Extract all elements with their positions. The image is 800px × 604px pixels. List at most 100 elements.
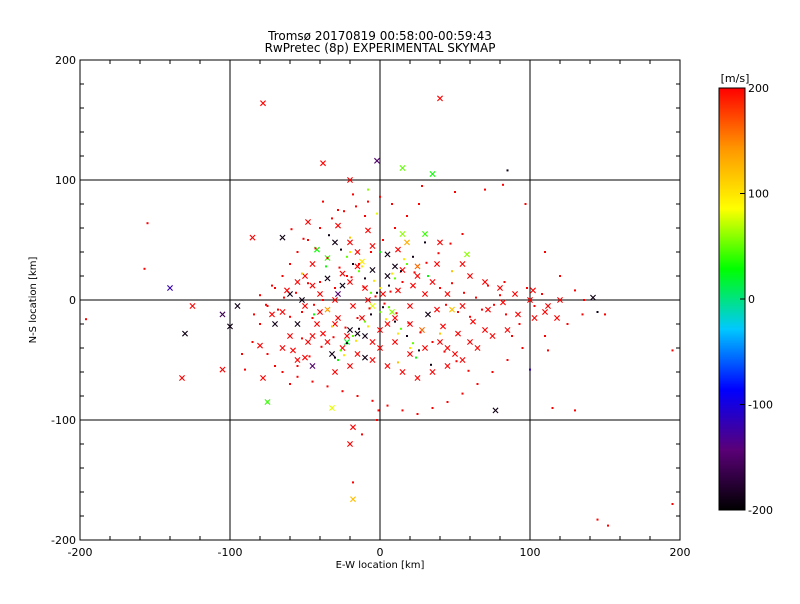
data-point-dot	[431, 341, 434, 343]
y-tick-label: -200	[51, 534, 76, 547]
data-point-dot	[533, 305, 536, 307]
data-point-x	[434, 261, 440, 267]
chart-title: Tromsø 20170819 00:58:00-00:59:43	[267, 29, 492, 43]
data-point-dot	[311, 380, 314, 383]
data-point-dot	[559, 275, 561, 277]
data-point-dot	[551, 407, 554, 409]
data-point-dot	[671, 503, 674, 505]
data-point-dot	[343, 210, 345, 213]
x-tick-label: 100	[520, 546, 541, 559]
data-point-x	[344, 339, 350, 345]
data-point-dot	[319, 227, 321, 229]
colorbar: [m/s] 200 100 0 -100 -200	[718, 72, 773, 517]
data-point-x	[294, 357, 301, 363]
data-point-dot	[367, 200, 369, 203]
data-point-dot	[370, 251, 372, 253]
data-point-dot	[439, 332, 441, 335]
y-tick-label: 200	[55, 54, 76, 67]
data-point-dot	[403, 258, 405, 261]
data-point-dot	[308, 355, 311, 358]
data-point-dot	[352, 481, 354, 484]
data-point-dot	[376, 291, 378, 294]
data-point-x	[369, 303, 376, 309]
data-point-x	[395, 287, 401, 294]
data-point-dot	[331, 217, 333, 220]
x-axis-label: E-W location [km]	[336, 560, 425, 571]
data-point-dot	[382, 239, 384, 241]
data-point-x	[329, 405, 335, 411]
data-point-dot	[379, 287, 381, 289]
data-point-dot	[371, 399, 374, 402]
data-point-x	[542, 309, 548, 315]
data-point-dot	[368, 307, 371, 310]
data-point-x	[302, 303, 308, 309]
data-point-x	[389, 309, 395, 315]
data-point-x	[332, 321, 338, 327]
data-point-dot	[295, 291, 297, 294]
title-block: Tromsø 20170819 00:58:00-00:59:43 RwPret…	[265, 29, 496, 55]
data-point-x	[384, 363, 391, 369]
data-point-x	[305, 339, 311, 345]
data-point-dot	[377, 409, 380, 412]
data-point-dot	[322, 299, 324, 301]
data-point-x	[350, 424, 356, 431]
data-point-x	[260, 100, 266, 107]
data-point-x	[369, 357, 376, 363]
data-point-x	[309, 282, 316, 289]
data-point-dot	[358, 270, 360, 273]
data-point-dot	[415, 356, 417, 359]
data-point-dot	[361, 265, 363, 268]
data-point-dot	[361, 433, 363, 436]
data-point-dot	[379, 195, 381, 198]
data-point-x	[492, 407, 499, 414]
data-point-x	[467, 339, 473, 345]
data-point-x	[335, 315, 341, 321]
data-point-x	[464, 251, 470, 258]
data-point-dot	[544, 335, 546, 337]
data-point-x	[299, 297, 305, 303]
data-point-dot	[356, 395, 359, 397]
data-point-dot	[352, 193, 354, 196]
data-point-x	[444, 363, 451, 369]
data-point-dot	[457, 311, 459, 313]
data-point-x	[317, 309, 323, 315]
data-point-dot	[394, 227, 396, 229]
data-point-x	[249, 234, 256, 241]
data-point-dot	[277, 308, 279, 311]
data-point-dot	[463, 291, 465, 294]
data-point-x	[422, 231, 428, 237]
data-point-dot	[406, 215, 408, 217]
data-point-dot	[506, 359, 509, 361]
data-point-x	[449, 306, 455, 313]
data-point-dot	[334, 287, 336, 289]
data-point-dot	[241, 353, 243, 355]
data-point-x	[347, 363, 353, 369]
y-tick-label: -100	[51, 414, 76, 427]
data-point-dot	[406, 335, 408, 337]
data-point-dot	[481, 308, 483, 311]
data-point-dot	[266, 305, 269, 307]
data-point-x	[404, 239, 410, 246]
data-point-dot	[301, 272, 303, 275]
data-point-dot	[491, 371, 494, 373]
data-point-x	[309, 261, 316, 267]
data-point-x	[344, 333, 350, 339]
data-point-x	[317, 291, 323, 297]
data-point-x	[284, 287, 290, 294]
data-point-dot	[596, 518, 599, 521]
data-point-x	[399, 231, 406, 237]
data-point-dot	[374, 295, 377, 298]
data-point-dot	[266, 353, 269, 355]
data-point-x	[467, 273, 473, 279]
data-point-dot	[296, 251, 299, 253]
data-point-dot	[427, 275, 429, 277]
data-point-dot	[409, 347, 411, 349]
data-point-dot	[289, 315, 291, 318]
data-point-x	[429, 369, 436, 375]
data-point-x	[347, 327, 353, 333]
data-point-x	[407, 351, 413, 357]
data-point-dot	[385, 318, 387, 321]
data-point-dot	[358, 263, 360, 265]
data-point-x	[414, 263, 421, 270]
